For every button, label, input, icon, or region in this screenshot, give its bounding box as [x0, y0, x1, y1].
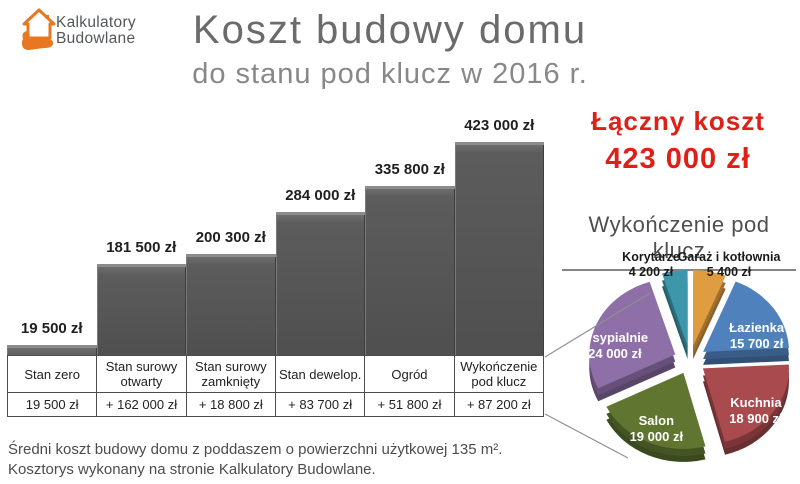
- bar-segment-1: [96, 263, 186, 358]
- table-value-row: 19 500 zł + 162 000 zł + 18 800 zł + 83 …: [6, 392, 545, 417]
- table-header-cell: Ogród: [364, 355, 455, 393]
- bar-value-label: 19 500 zł: [20, 320, 83, 338]
- total-cost-label: Łączny koszt: [591, 106, 765, 136]
- table-header-cell: Stan zero: [6, 355, 98, 393]
- logo: Kalkulatory Budowlane: [20, 6, 170, 58]
- table-increment-cell: + 162 000 zł: [96, 392, 187, 417]
- pie-slice-korytarze: [661, 270, 688, 347]
- table-increment-cell: + 51 800 zł: [364, 392, 455, 417]
- table-increment-cell: + 18 800 zł: [185, 392, 276, 417]
- pie-slice-label: Łazienka 15 700 zł: [729, 319, 785, 351]
- pie-slice-label: Kuchnia 18 900 zł: [729, 394, 783, 426]
- logo-text: Kalkulatory Budowlane: [56, 15, 136, 47]
- table-increment-cell: 19 500 zł: [6, 392, 98, 417]
- bar-segment-3: [275, 211, 365, 358]
- logo-line2: Budowlane: [56, 30, 136, 47]
- table-header-row: Stan zero Stan surowy otwarty Stan surow…: [6, 355, 545, 393]
- page-title: Koszt budowy domu: [192, 8, 588, 52]
- bar-value-label: 423 000 zł: [464, 117, 535, 134]
- pie-slice-label: Salon 19 000 zł: [629, 412, 684, 444]
- pie-chart-title: Wykończenie pod klucz: [562, 212, 796, 271]
- bar-segment-2: [186, 254, 276, 358]
- logo-house-hand-icon: [21, 8, 56, 50]
- cost-table: Stan zero Stan surowy otwarty Stan surow…: [6, 355, 545, 417]
- bar-segment-5: [454, 142, 544, 358]
- pie-slice--azienka: [703, 281, 789, 352]
- total-cost-block: Łączny koszt 423 000 zł: [556, 106, 800, 176]
- pie-slice-gara-i-kot-ownia: [693, 270, 726, 347]
- table-header-cell: Wykończenie pod klucz: [453, 355, 545, 393]
- table-header-cell: Stan surowy zamknięty: [185, 355, 276, 393]
- table-increment-cell: + 87 200 zł: [453, 392, 545, 417]
- bar-value-label: 200 300 zł: [195, 229, 266, 247]
- bar-segment-0: [7, 345, 97, 358]
- pie-slice-label: Garaż i kotłownia 5 400 zł: [677, 250, 781, 279]
- logo-line1: Kalkulatory: [56, 14, 136, 31]
- pie-slice-label: Korytarze 4 200 zł: [622, 250, 680, 279]
- bar-value-label: 335 800 zł: [374, 160, 445, 178]
- table-header-cell: Stan surowy otwarty: [96, 355, 187, 393]
- total-cost-value: 423 000 zł: [605, 143, 751, 175]
- footer-note: Średni koszt budowy domu z poddaszem o p…: [8, 440, 502, 480]
- pie-slice-kuchnia: [702, 364, 789, 442]
- page-subtitle: do stanu pod klucz w 2016 r.: [192, 58, 588, 90]
- table-increment-cell: + 83 700 zł: [274, 392, 366, 417]
- bar-value-label: 284 000 zł: [285, 186, 356, 204]
- footer-line1: Średni koszt budowy domu z poddaszem o p…: [8, 441, 503, 458]
- pie-slice-salon: [606, 372, 706, 449]
- footer-line2: Kosztorys wykonany na stronie Kalkulator…: [8, 461, 376, 478]
- bar-segment-4: [365, 185, 455, 358]
- table-header-cell: Stan dewelop.: [274, 355, 366, 393]
- pie-chart: Garaż i kotłownia 5 400 zł Łazienka 15 700 …: [555, 240, 800, 484]
- bar-value-label: 181 500 zł: [106, 238, 177, 256]
- pie-slice-label: 4 sypialnie 24 000 zł: [581, 330, 649, 362]
